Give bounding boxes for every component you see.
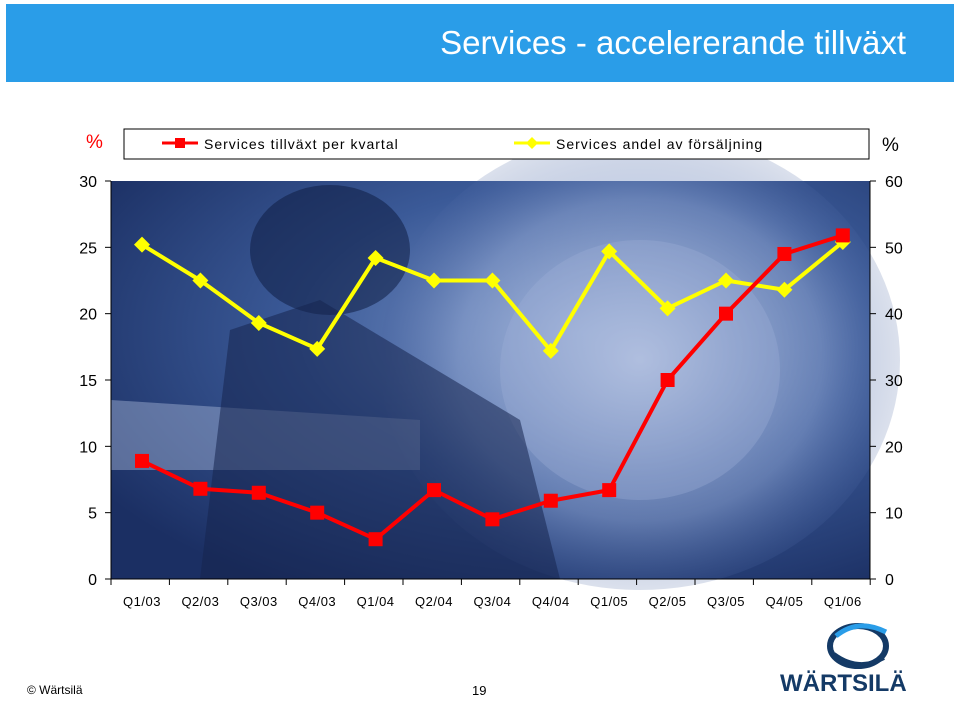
x-tick-label: Q3/03: [240, 594, 278, 609]
x-tick-label: Q1/04: [357, 594, 395, 609]
left-tick-label: 10: [79, 439, 97, 456]
x-tick-label: Q2/04: [415, 594, 453, 609]
left-tick-label: 25: [79, 240, 97, 257]
x-tick-label: Q2/05: [649, 594, 687, 609]
share-point: [542, 342, 559, 359]
legend-share-marker: [526, 137, 538, 149]
share-point: [776, 281, 793, 298]
growth-point: [310, 505, 325, 520]
growth-point: [777, 246, 792, 261]
page-title: Services - accelererande tillväxt: [440, 24, 906, 61]
right-unit-label: %: [882, 135, 899, 156]
logo-swirl-icon: [827, 623, 889, 669]
share-point: [367, 249, 384, 266]
growth-point: [427, 483, 441, 498]
x-tick-label: Q4/05: [765, 594, 803, 609]
left-tick-label: 5: [88, 506, 97, 523]
left-unit-label: %: [86, 132, 103, 153]
left-tick-label: 0: [88, 572, 97, 589]
share-point: [309, 340, 326, 357]
growth-point: [719, 306, 733, 321]
legend-share-label: Services andel av försäljning: [556, 136, 763, 152]
axes: 0 5 10 15 20 25 30 0 10 20 30 40 50 60 Q1/03 Q2/03 Q3/03…: [79, 174, 903, 609]
right-tick-label: 0: [885, 572, 894, 589]
right-tick-label: 60: [885, 174, 903, 191]
x-tick-label: Q1/03: [123, 594, 161, 609]
x-tick-label: Q2/03: [181, 594, 219, 609]
growth-point: [485, 512, 500, 527]
share-point: [134, 236, 150, 253]
share-point: [192, 272, 209, 289]
growth-point: [543, 493, 558, 508]
plot-background: [111, 130, 900, 590]
logo-text: WÄRTSILÄ: [780, 670, 907, 697]
share-point: [484, 272, 501, 289]
wartsila-logo: WÄRTSILÄ: [776, 614, 916, 698]
right-tick-label: 20: [885, 439, 903, 456]
growth-point: [835, 228, 850, 243]
growth-point: [135, 453, 149, 468]
growth-point: [193, 481, 208, 496]
series-layer: [134, 228, 851, 547]
left-tick-label: 20: [79, 307, 97, 324]
growth-point: [602, 483, 617, 498]
share-point: [601, 243, 618, 260]
growth-point: [368, 532, 383, 547]
right-tick-label: 50: [885, 240, 903, 257]
growth-point: [660, 373, 675, 387]
x-tick-label: Q1/05: [590, 594, 628, 609]
growth-point: [251, 485, 266, 500]
right-tick-label: 10: [885, 506, 903, 523]
right-tick-label: 40: [885, 307, 903, 324]
page-number: 19: [472, 683, 487, 698]
left-tick-label: 15: [79, 373, 97, 390]
share-point: [250, 314, 267, 331]
share-point: [659, 300, 676, 317]
title-bar: Services - accelererande tillväxt: [6, 4, 954, 82]
footer-copyright: © Wärtsilä: [27, 683, 83, 697]
left-tick-label: 30: [79, 174, 97, 191]
right-tick-label: 30: [885, 373, 903, 390]
x-tick-label: Q4/03: [298, 594, 336, 609]
legend-growth-label: Services tillväxt per kvartal: [204, 136, 399, 152]
share-point: [718, 272, 734, 289]
legend: Services tillväxt per kvartal Services a…: [123, 128, 870, 160]
x-tick-label: Q3/05: [707, 594, 745, 609]
x-tick-label: Q1/06: [824, 594, 862, 609]
x-tick-label: Q3/04: [473, 594, 511, 609]
x-tick-label: Q4/04: [532, 594, 570, 609]
legend-growth-marker: [175, 138, 185, 148]
share-point: [426, 272, 442, 289]
